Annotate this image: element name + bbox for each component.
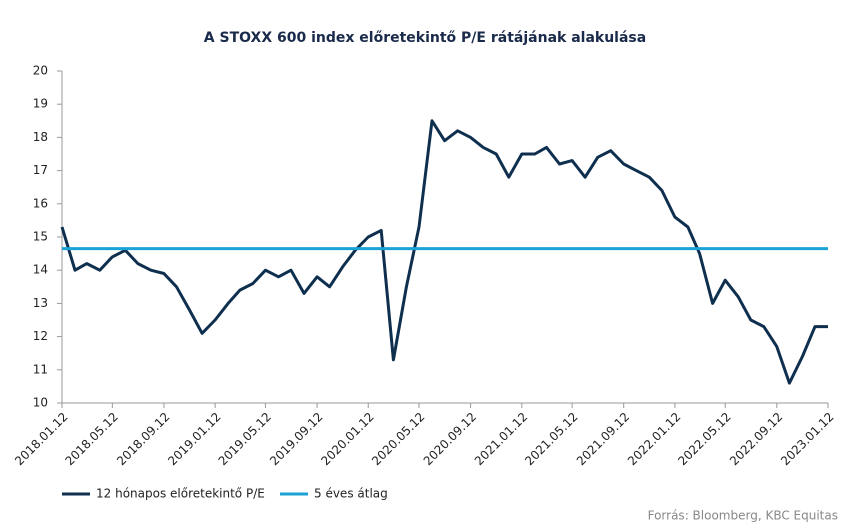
x-tick-label: 2020.01.12 [318,410,376,468]
x-tick-label: 2020.05.12 [369,410,427,468]
x-tick-label: 2018.01.12 [12,410,70,468]
x-tick-label: 2021.01.12 [472,410,530,468]
y-tick-label: 15 [33,230,48,244]
y-tick-label: 13 [33,296,48,310]
x-tick-label: 2020.09.12 [421,410,479,468]
x-tick-label: 2022.09.12 [727,410,785,468]
x-tick-label: 2019.05.12 [216,410,274,468]
y-tick-label: 18 [33,130,48,144]
x-tick-label: 2018.09.12 [114,410,172,468]
x-tick-label: 2022.05.12 [675,410,733,468]
x-tick-label: 2018.05.12 [62,410,120,468]
x-tick-label: 2023.01.12 [778,410,836,468]
source: Forrás: Bloomberg, KBC Equitas [648,509,838,523]
y-tick-label: 10 [33,396,48,410]
y-tick-label: 19 [33,97,48,111]
x-tick-label: 2019.09.12 [267,410,325,468]
y-tick-label: 16 [33,196,48,210]
chart-title: A STOXX 600 index előretekintő P/E rátáj… [204,30,646,46]
x-tick-label: 2019.01.12 [165,410,223,468]
series-line [60,119,828,385]
x-tick-label: 2021.05.12 [522,410,580,468]
y-tick-label: 17 [33,163,48,177]
legend-label: 12 hónapos előretekintő P/E [96,487,265,501]
x-tick-label: 2022.01.12 [625,410,683,468]
legend-label: 5 éves átlag [314,487,388,501]
y-tick-label: 14 [33,263,48,277]
x-tick-label: 2021.09.12 [574,410,632,468]
y-tick-label: 12 [33,329,48,343]
y-tick-label: 20 [33,64,48,78]
y-tick-label: 11 [33,362,48,376]
